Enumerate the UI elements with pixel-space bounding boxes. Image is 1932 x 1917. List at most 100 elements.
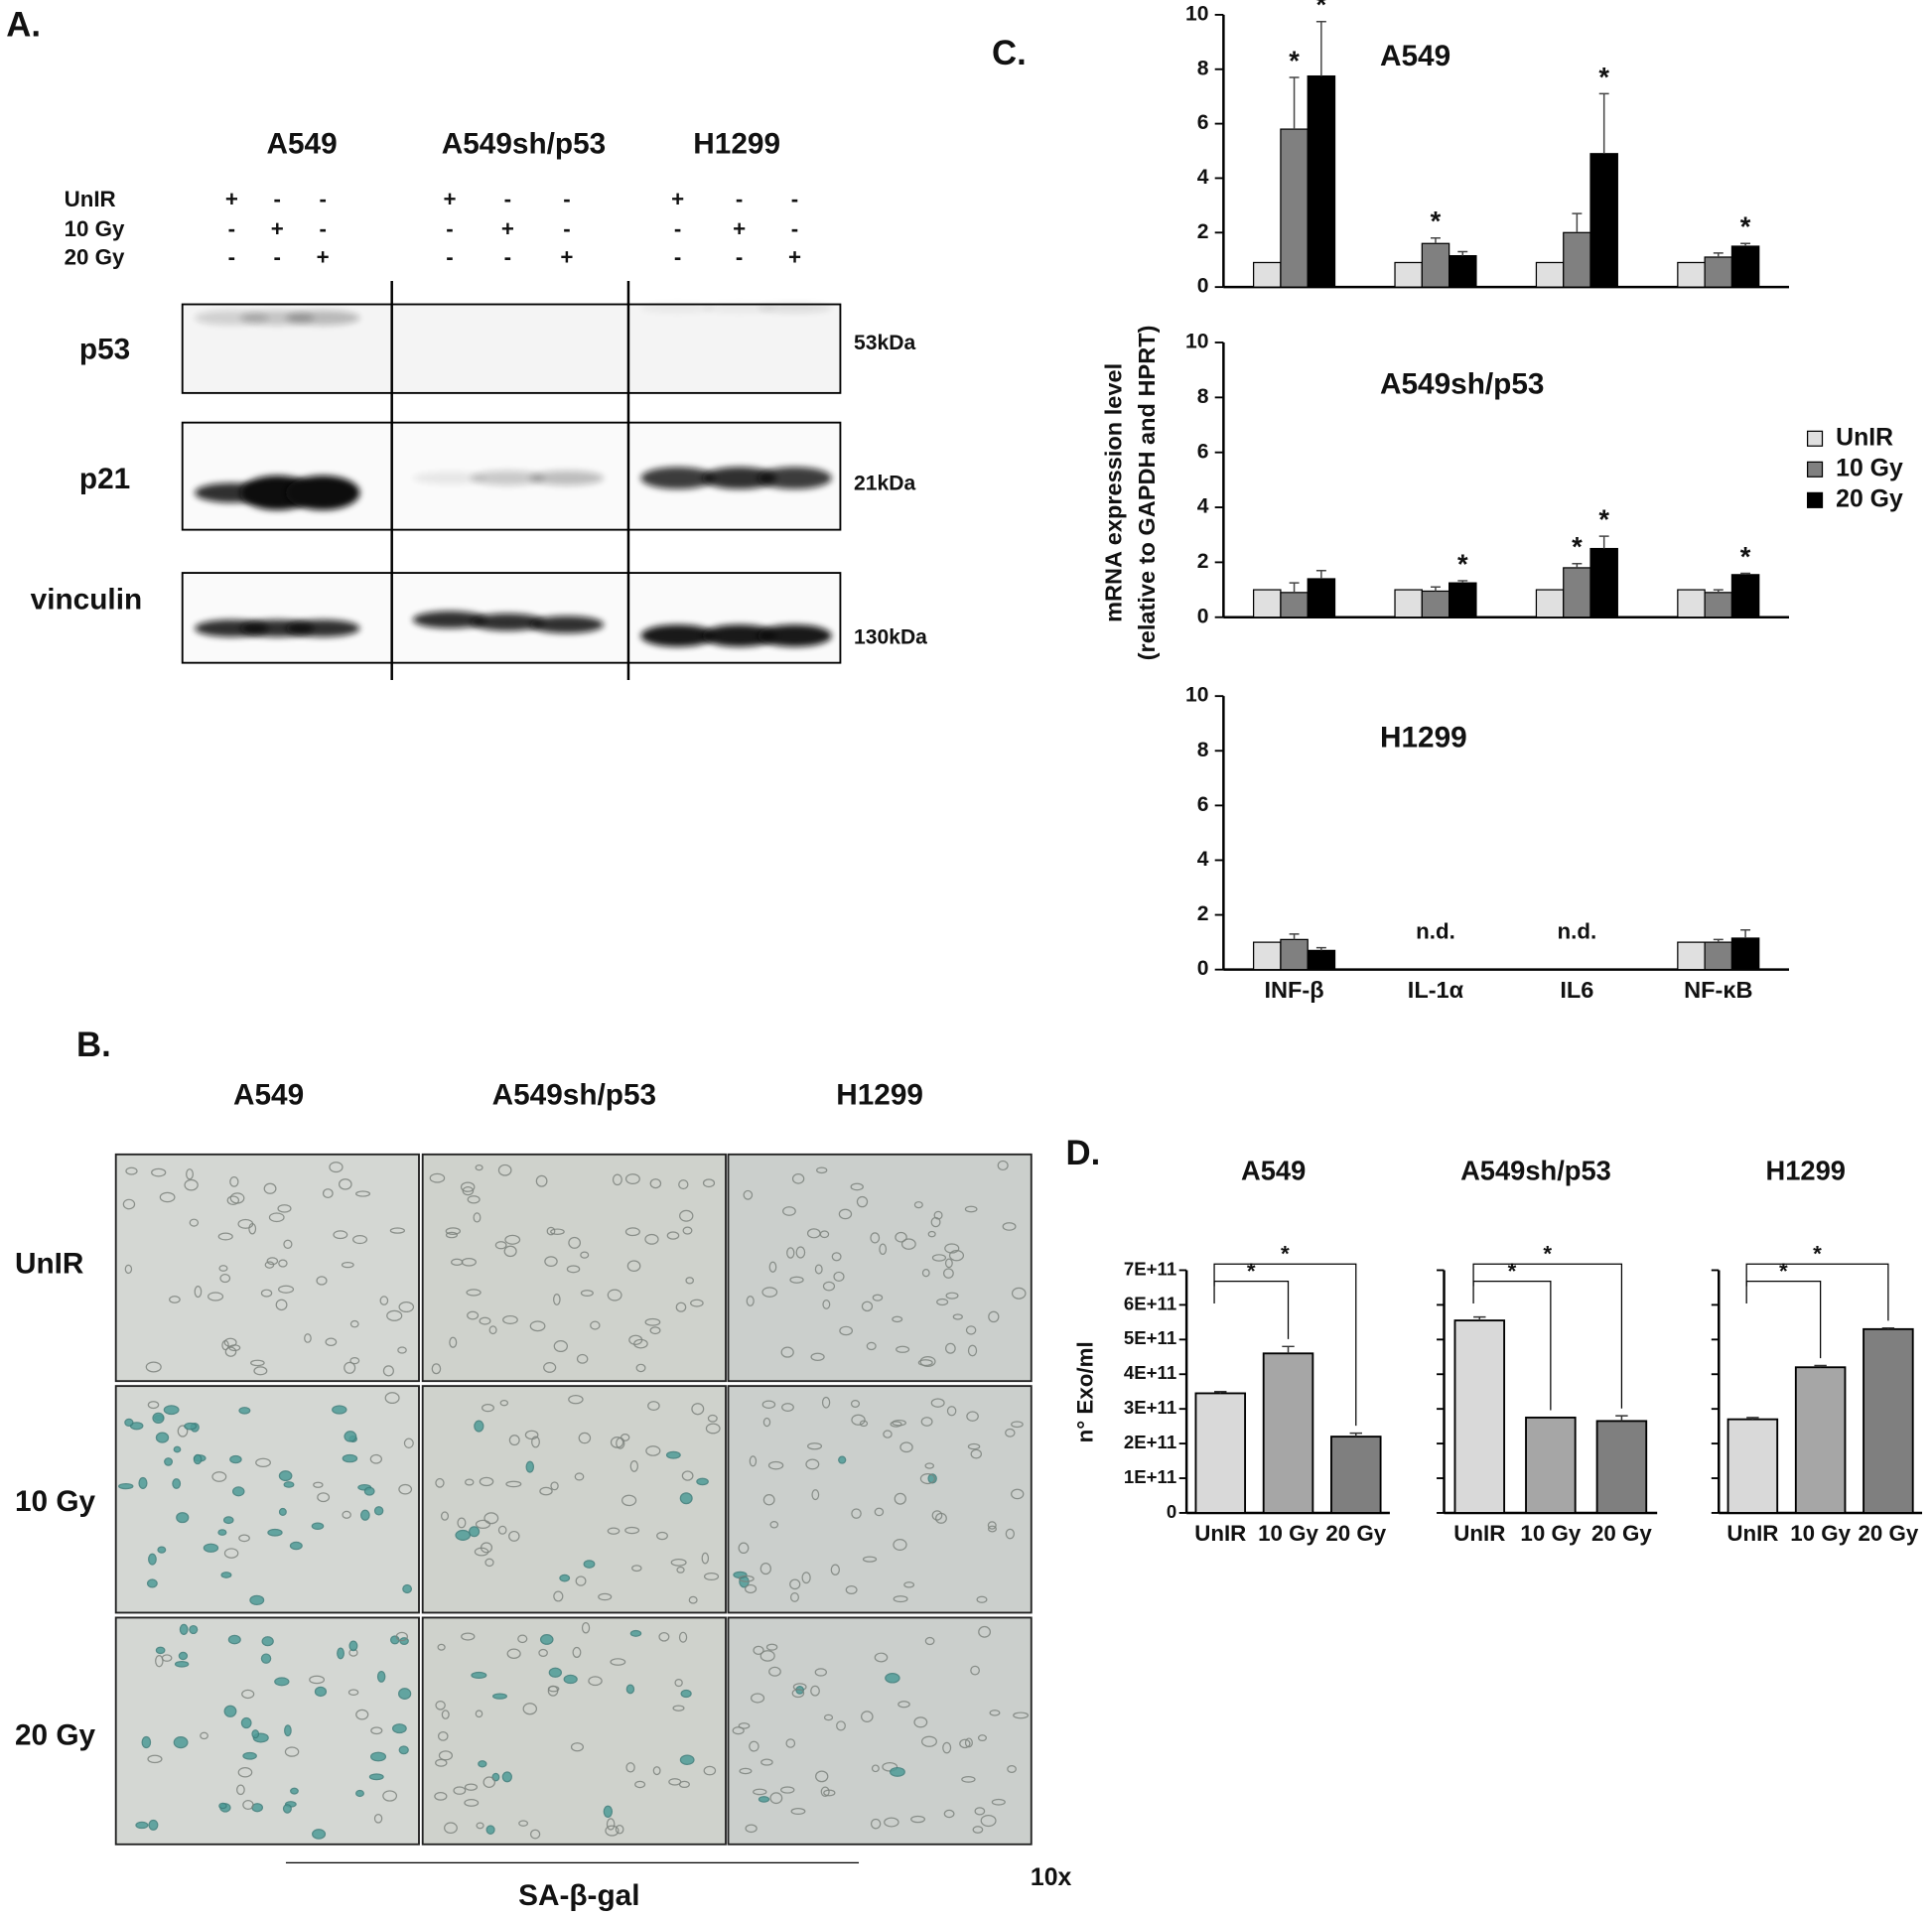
cell [970, 1665, 980, 1676]
cell [538, 1648, 548, 1658]
cell [483, 1776, 495, 1788]
y-tick-label: 6 [1197, 793, 1209, 816]
bar [1194, 1392, 1247, 1514]
cell [229, 1176, 239, 1187]
cell [890, 1766, 905, 1777]
treatment-sign: + [271, 216, 284, 241]
cell [159, 1191, 176, 1203]
comparison-bracket [1745, 1263, 1889, 1321]
cell [936, 1298, 949, 1306]
y-tick-label: 8 [1197, 57, 1209, 79]
cell [791, 1689, 805, 1699]
bar [1863, 1327, 1914, 1514]
cell [703, 1765, 717, 1776]
cell [491, 1693, 507, 1700]
y-tick-label: 7E+11 [1124, 1258, 1176, 1279]
cell [151, 1167, 167, 1177]
cell [768, 1666, 781, 1677]
protein-label: p53 [79, 334, 130, 366]
cell [859, 1420, 869, 1428]
micrograph [727, 1385, 1033, 1614]
cell [678, 1631, 688, 1643]
x-tick-label: UnIR [1453, 1521, 1505, 1546]
cell [290, 1787, 299, 1795]
error-bar [1713, 252, 1724, 257]
cell [644, 1233, 659, 1245]
cell [607, 1289, 622, 1301]
cell [814, 1668, 827, 1677]
condition-label: 10 Gy [15, 1485, 96, 1518]
bar [1421, 242, 1450, 288]
cell [471, 1671, 487, 1680]
cell [440, 1511, 450, 1521]
micrograph [421, 1616, 727, 1846]
cell [518, 1820, 529, 1827]
cell [801, 1572, 811, 1584]
y-tick-label: 4 [1197, 166, 1209, 189]
error-bar [1315, 21, 1326, 76]
cell [379, 1296, 389, 1305]
cell [173, 1736, 189, 1749]
cell [464, 1478, 475, 1486]
bar [1394, 589, 1423, 618]
cell [223, 1337, 237, 1347]
cell [389, 1227, 406, 1234]
legend-label: 20 Gy [1836, 485, 1903, 512]
cell [217, 1232, 233, 1241]
cell [329, 1162, 344, 1173]
y-tick-label: 2 [1197, 550, 1209, 573]
cell [264, 1261, 275, 1269]
x-tick-label: 10 Gy [1790, 1521, 1851, 1546]
cell [220, 1572, 232, 1578]
cell [547, 1685, 560, 1693]
cell [658, 1632, 670, 1642]
cell [504, 1234, 521, 1245]
cell [574, 1472, 585, 1481]
cell [467, 1195, 481, 1204]
x-tick-label: 10 Gy [1258, 1521, 1318, 1546]
cell [223, 1705, 237, 1717]
cell [612, 1173, 622, 1186]
error-bar [1598, 535, 1609, 549]
condition-label: UnIR [65, 187, 116, 211]
bar [1730, 937, 1760, 971]
cell [696, 1477, 709, 1486]
cell [229, 1454, 242, 1464]
cell [505, 1480, 522, 1488]
treatment-sign: + [671, 187, 684, 211]
cell [161, 1654, 173, 1662]
cell [382, 1790, 398, 1802]
bar [1252, 261, 1282, 288]
x-tick-label: INF-β [1264, 977, 1323, 1003]
cell [284, 1746, 300, 1757]
cell [652, 1766, 661, 1776]
cell [633, 1338, 648, 1349]
cell [738, 1542, 750, 1555]
cell [580, 1251, 590, 1259]
cell [570, 1742, 584, 1752]
cell [325, 1337, 338, 1346]
cell [883, 1430, 893, 1438]
treatment-sign: - [228, 245, 235, 270]
cell [732, 1726, 745, 1735]
cell [917, 1359, 933, 1367]
cell [635, 1363, 646, 1373]
cell [229, 1192, 245, 1204]
stain-label: SA-β-gal [518, 1879, 639, 1912]
cell [702, 1178, 716, 1188]
cell [397, 1346, 407, 1354]
cell [152, 1412, 165, 1424]
cell [355, 1789, 364, 1798]
cell [164, 1457, 174, 1466]
cell [892, 1419, 906, 1427]
x-tick-label: 10 Gy [1520, 1521, 1581, 1546]
cell [701, 1552, 710, 1565]
cell [785, 1738, 796, 1748]
cell [944, 1243, 960, 1254]
cell [780, 1786, 795, 1794]
cell [682, 1226, 693, 1235]
cell [508, 1435, 520, 1446]
error-bar [1572, 563, 1583, 568]
y-tick-label: 1E+11 [1124, 1466, 1176, 1487]
cell-line-header: H1299 [836, 1078, 923, 1111]
